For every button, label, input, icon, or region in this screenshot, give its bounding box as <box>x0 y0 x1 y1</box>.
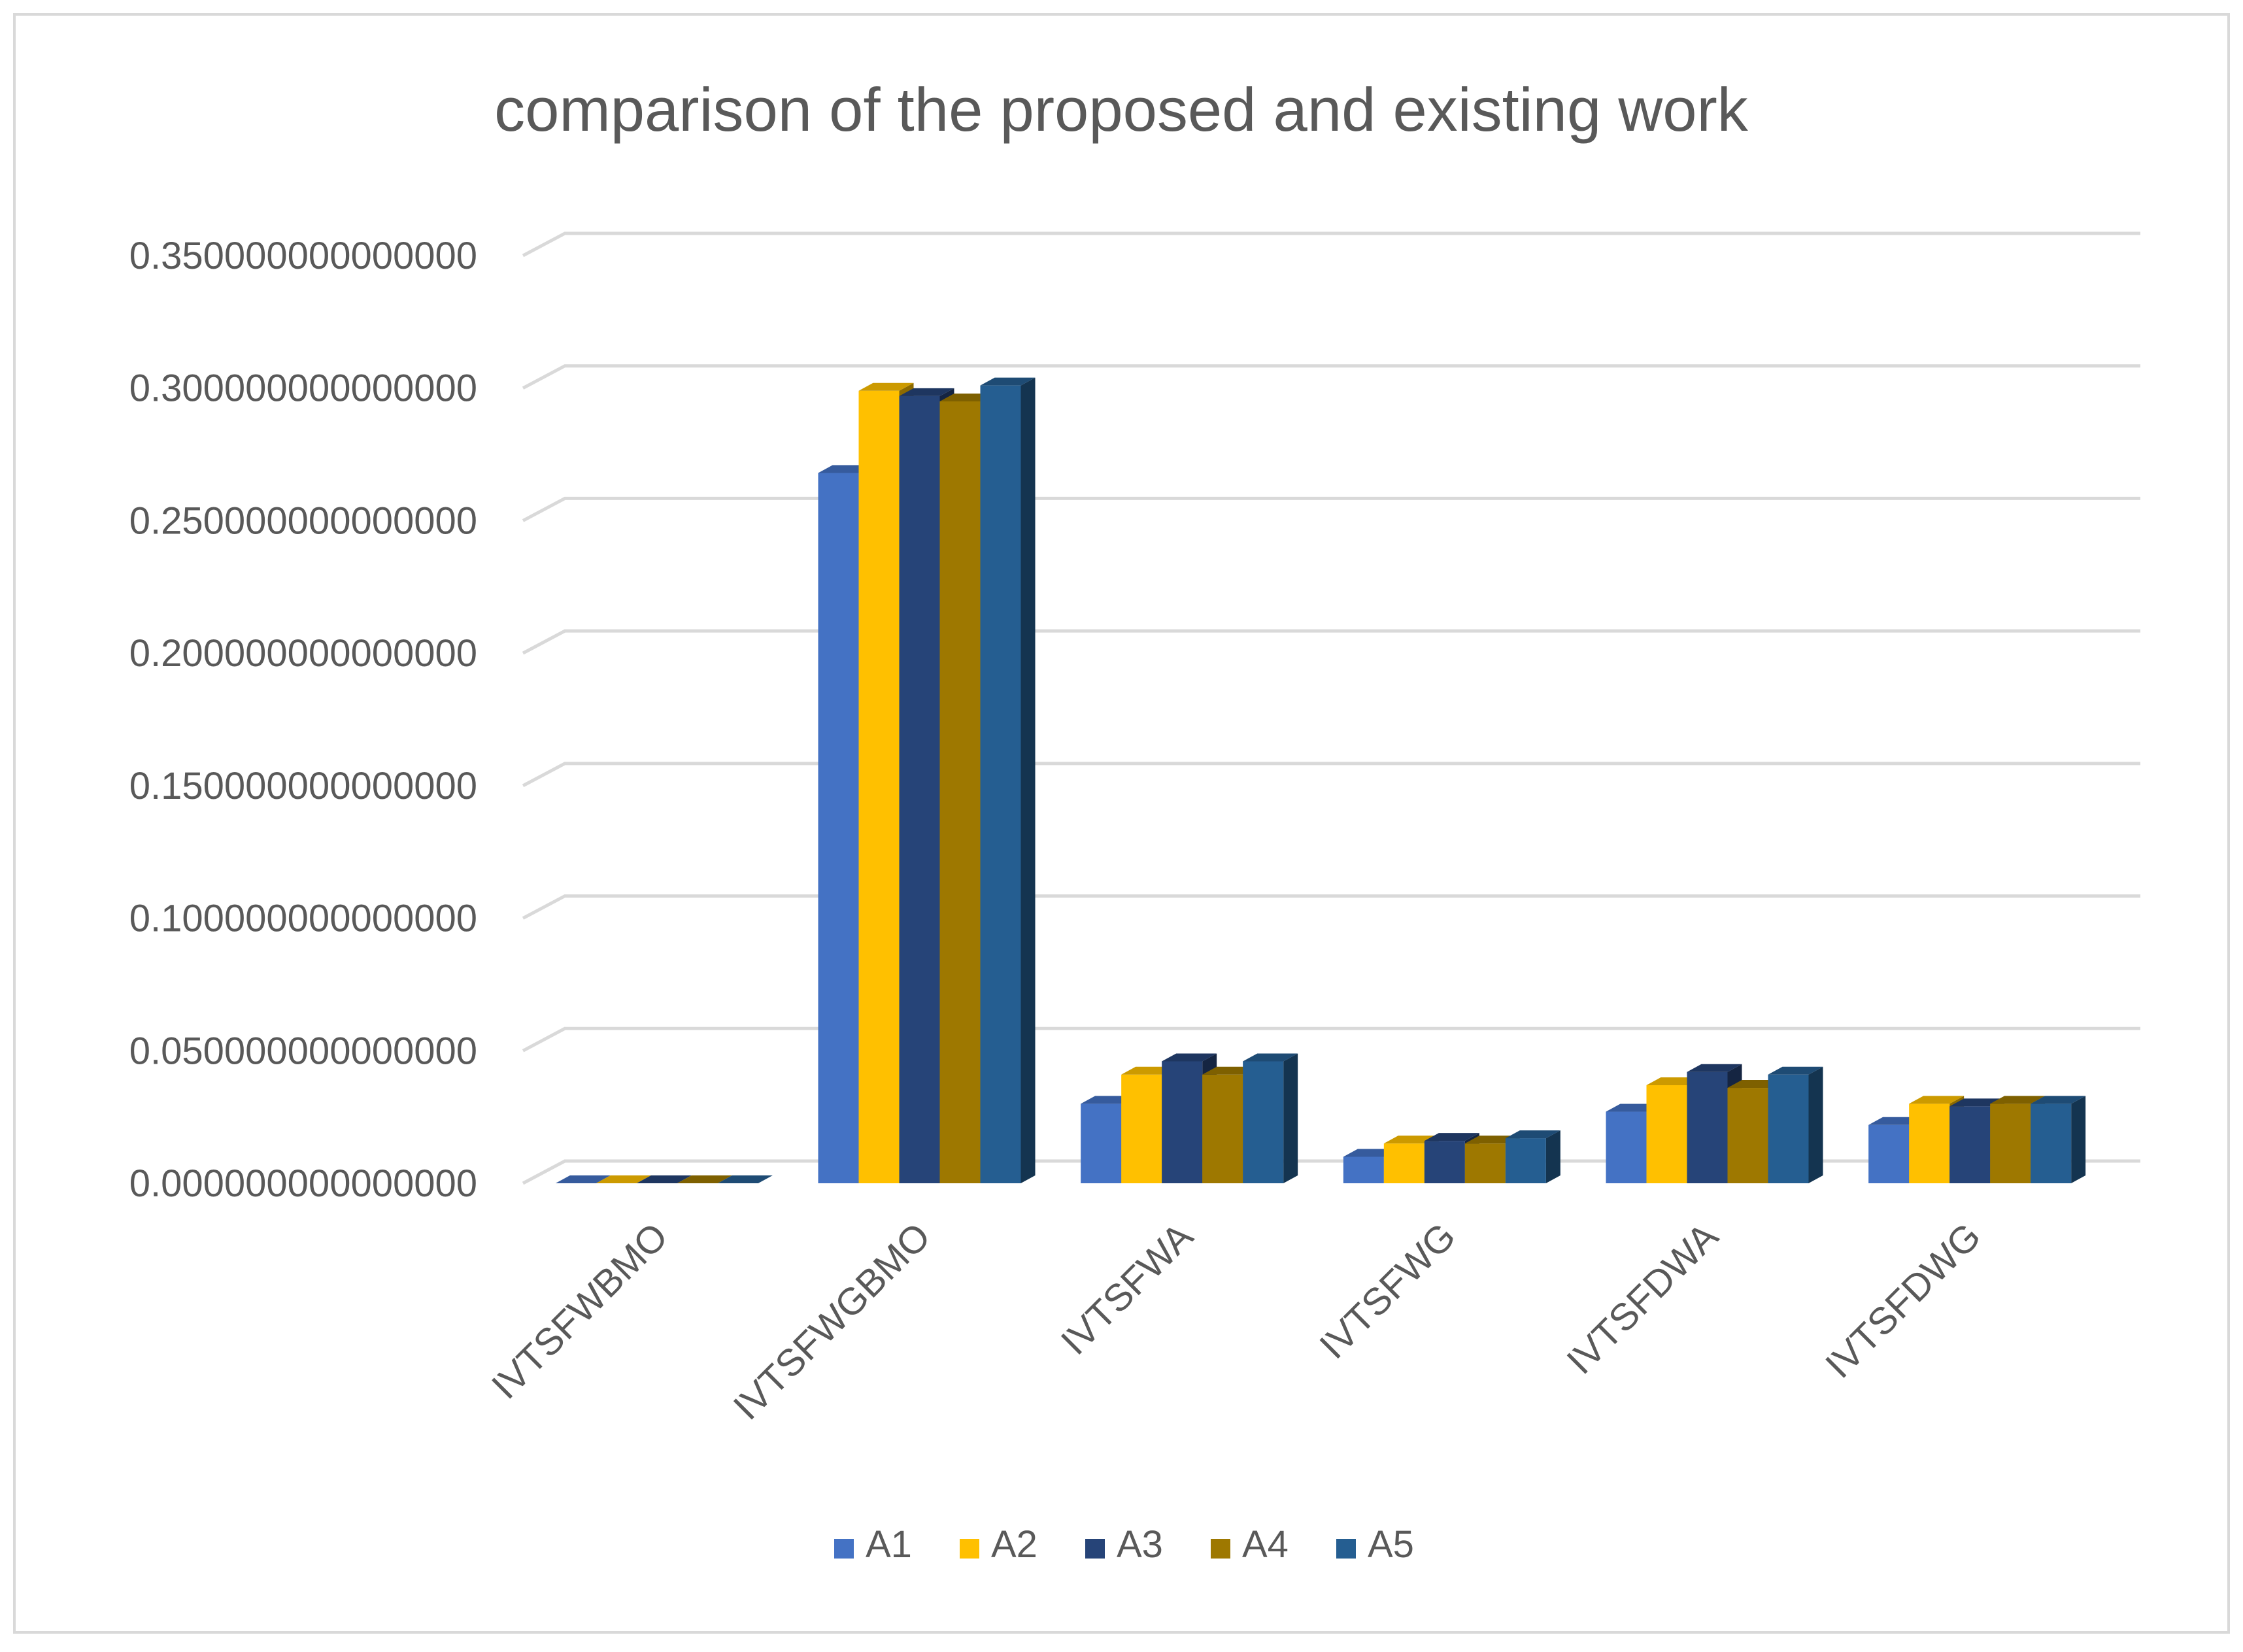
bar-top-face <box>1243 1053 1298 1062</box>
bar-front-face <box>1383 1143 1425 1183</box>
bar-top-face <box>1768 1066 1823 1075</box>
legend-label: A4 <box>1242 1523 1289 1566</box>
bar-front-face <box>1727 1088 1768 1183</box>
y-tick-label: 0.350000000000000 <box>129 235 477 277</box>
bar-front-face <box>1606 1111 1647 1183</box>
bar-front-face <box>2031 1104 2072 1183</box>
gridline <box>522 1026 2140 1053</box>
gridline <box>522 894 2140 920</box>
bar <box>677 1175 732 1183</box>
bar-top-face <box>858 382 914 391</box>
legend-swatch <box>1211 1539 1230 1559</box>
bar-top-face <box>899 388 954 396</box>
bar-front-face <box>1505 1138 1546 1183</box>
y-axis-tick-labels: 0.000000000000000 0.050000000000000 0.1000… <box>129 235 477 1205</box>
bar-front-face <box>1868 1124 1910 1183</box>
bar-top-face <box>596 1175 651 1183</box>
legend-swatch <box>1085 1539 1105 1559</box>
legend-label: A5 <box>1368 1523 1414 1566</box>
bar-top-face <box>1990 1096 2046 1104</box>
bar-side-face <box>1545 1130 1560 1183</box>
bar-front-face <box>1424 1141 1465 1183</box>
bars <box>555 377 2086 1184</box>
y-tick-label: 0.100000000000000 <box>129 898 477 940</box>
bar-top-face <box>1687 1064 1742 1072</box>
gridline <box>522 231 2140 258</box>
bar-top-face <box>1424 1133 1479 1141</box>
legend-swatch <box>960 1539 979 1559</box>
bar <box>555 1175 611 1183</box>
bar-front-face <box>1949 1106 1991 1183</box>
y-tick-label: 0.300000000000000 <box>129 367 477 410</box>
bar-top-face <box>677 1175 732 1183</box>
bar-top-face <box>980 377 1036 386</box>
bar-front-face <box>939 401 981 1183</box>
y-tick-label: 0.250000000000000 <box>129 499 477 542</box>
bar-front-face <box>1343 1156 1384 1183</box>
legend-swatch <box>834 1539 854 1559</box>
legend-label: A3 <box>1117 1523 1163 1566</box>
bar-side-face <box>1020 377 1036 1184</box>
bar-top-face <box>1505 1130 1560 1139</box>
bar-front-face <box>1687 1071 1728 1183</box>
bar-front-face <box>1909 1104 1950 1183</box>
bar-top-face <box>555 1175 611 1183</box>
bar-top-face <box>717 1175 773 1183</box>
bar-front-face <box>1202 1074 1243 1183</box>
bar-front-face <box>1768 1074 1809 1183</box>
bar-side-face <box>1283 1053 1298 1183</box>
bar <box>1243 1053 1298 1183</box>
bar-top-face <box>1162 1053 1217 1062</box>
legend-swatch <box>1336 1539 1356 1559</box>
bar <box>717 1175 773 1183</box>
bar-front-face <box>1990 1104 2031 1183</box>
bar-front-face <box>1121 1074 1162 1183</box>
bar <box>980 377 1036 1184</box>
gridline <box>522 496 2140 522</box>
bar-front-face <box>980 385 1021 1184</box>
bar-front-face <box>1646 1085 1687 1183</box>
bar-top-face <box>636 1175 692 1183</box>
legend-label: A2 <box>991 1523 1037 1566</box>
bar-front-face <box>1162 1061 1203 1183</box>
bar-front-face <box>1464 1143 1506 1183</box>
bar-side-face <box>1808 1066 1823 1183</box>
legend: A1 A2 A3 A4 A5 <box>834 1523 1414 1566</box>
gridline <box>522 629 2140 655</box>
y-tick-label: 0.000000000000000 <box>129 1162 477 1205</box>
chart-title: comparison of the proposed and existing … <box>494 75 1749 144</box>
bar-front-face <box>858 390 900 1183</box>
gridline <box>522 762 2140 788</box>
y-tick-label: 0.150000000000000 <box>129 765 477 807</box>
bar <box>2031 1096 2086 1183</box>
bar-top-face <box>2031 1096 2086 1104</box>
bar <box>1768 1066 1823 1183</box>
bar <box>1505 1130 1560 1183</box>
bar <box>636 1175 692 1183</box>
legend-label: A1 <box>866 1523 912 1566</box>
bar <box>596 1175 651 1183</box>
bar-front-face <box>818 473 859 1183</box>
y-tick-label: 0.200000000000000 <box>129 632 477 675</box>
bar-side-face <box>2071 1096 2086 1183</box>
bar-front-face <box>1081 1104 1122 1183</box>
gridline <box>522 364 2140 390</box>
bar-top-face <box>1909 1096 1965 1104</box>
chart-border <box>13 13 2230 1634</box>
bar-front-face <box>1243 1061 1284 1183</box>
y-tick-label: 0.050000000000000 <box>129 1030 477 1072</box>
bar-front-face <box>899 396 940 1183</box>
